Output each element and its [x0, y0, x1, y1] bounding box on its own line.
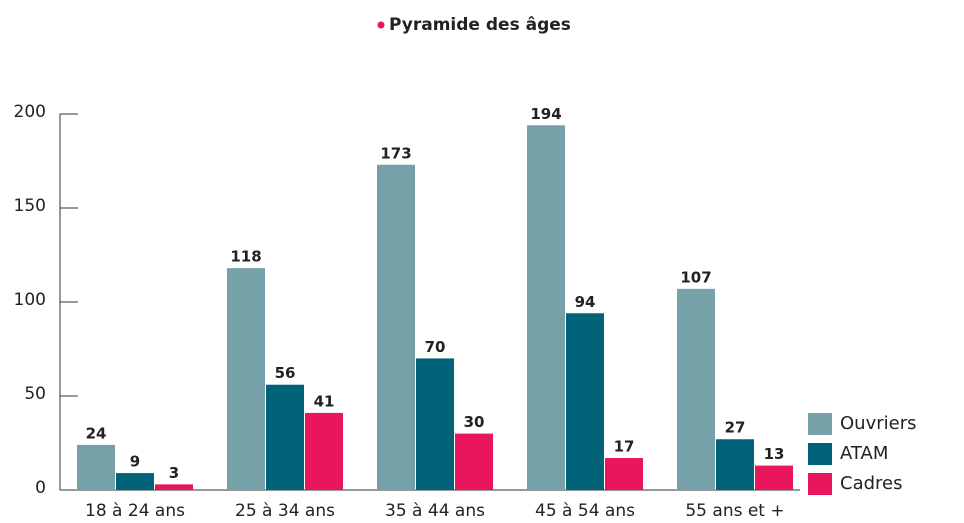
chart-title: Pyramide des âges	[389, 15, 571, 35]
value-label: 17	[614, 438, 635, 456]
bar	[305, 412, 343, 490]
value-label: 27	[725, 419, 746, 437]
value-label: 70	[425, 338, 446, 356]
value-label: 3	[169, 464, 179, 482]
value-label: 41	[314, 392, 335, 410]
value-label: 118	[230, 248, 261, 266]
y-tick-label: 50	[24, 384, 46, 404]
bar	[266, 384, 304, 490]
bar	[527, 125, 565, 490]
x-tick-label: 55 ans et +	[685, 501, 784, 521]
bar	[677, 288, 715, 490]
bar	[116, 473, 154, 490]
legend-swatch	[808, 473, 832, 495]
bar	[455, 433, 493, 490]
value-label: 94	[575, 293, 596, 311]
bar	[77, 444, 115, 490]
x-tick-label: 18 à 24 ans	[85, 501, 185, 521]
x-tick-label: 35 à 44 ans	[385, 501, 485, 521]
title-bullet	[377, 21, 385, 29]
x-tick-label: 45 à 54 ans	[535, 501, 635, 521]
value-label: 56	[275, 364, 296, 382]
y-tick-label: 200	[14, 102, 46, 122]
value-label: 13	[764, 445, 785, 463]
value-label: 24	[86, 424, 107, 442]
bar	[416, 358, 454, 490]
legend-swatch	[808, 413, 832, 435]
value-label: 9	[130, 453, 140, 471]
legend-label: ATAM	[840, 443, 888, 464]
y-tick-label: 0	[35, 478, 46, 498]
bar	[566, 313, 604, 490]
value-label: 107	[680, 268, 711, 286]
bar	[605, 458, 643, 490]
bar	[716, 439, 754, 490]
x-tick-label: 25 à 34 ans	[235, 501, 335, 521]
legend-label: Ouvriers	[840, 413, 916, 434]
y-tick-label: 150	[14, 196, 46, 216]
value-label: 173	[380, 144, 411, 162]
bar	[755, 465, 793, 490]
value-label: 194	[530, 105, 561, 123]
bar	[377, 164, 415, 490]
value-label: 30	[464, 413, 485, 431]
bar	[227, 268, 265, 490]
y-tick-label: 100	[14, 290, 46, 310]
bar	[155, 484, 193, 490]
legend-label: Cadres	[840, 473, 902, 494]
legend-swatch	[808, 443, 832, 465]
